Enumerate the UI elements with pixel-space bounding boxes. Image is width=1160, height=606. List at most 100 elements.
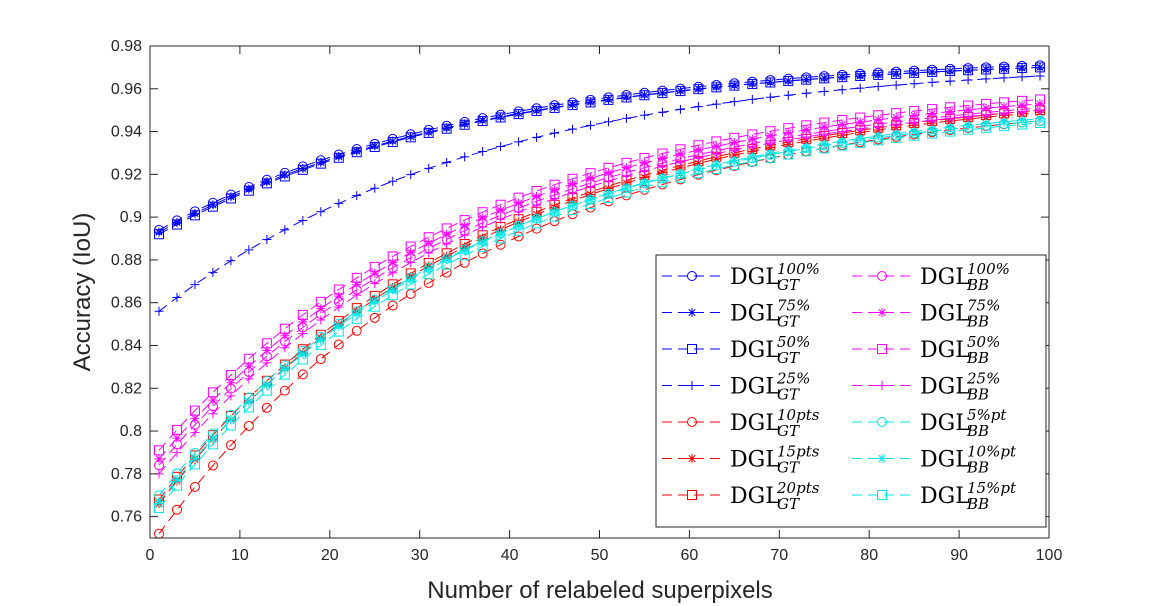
- legend-label: DGL: [920, 448, 970, 473]
- data-point: [693, 153, 703, 163]
- data-point: [711, 154, 721, 164]
- data-point: [603, 168, 613, 178]
- data-point: [207, 201, 218, 212]
- data-point: [459, 257, 470, 268]
- data-point: [153, 445, 164, 456]
- data-point: [891, 80, 901, 90]
- data-point: [657, 177, 668, 188]
- data-point: [783, 123, 794, 134]
- data-point: [333, 152, 344, 163]
- data-point: [190, 280, 200, 290]
- legend-superscript: 100%: [777, 260, 820, 278]
- data-point: [153, 503, 164, 514]
- data-point: [207, 460, 218, 471]
- data-point: [424, 163, 434, 173]
- data-point: [657, 88, 668, 99]
- data-point: [189, 481, 200, 492]
- data-point: [351, 272, 362, 283]
- data-point: [333, 326, 344, 337]
- data-point: [819, 129, 829, 139]
- data-point: [909, 117, 919, 127]
- y-tick-label: 0.88: [111, 252, 142, 269]
- data-point: [388, 258, 398, 268]
- data-point: [711, 164, 722, 175]
- data-point: [513, 192, 524, 203]
- data-point: [316, 304, 326, 314]
- data-point: [244, 184, 254, 194]
- data-point: [423, 127, 434, 138]
- data-point: [586, 120, 596, 130]
- data-point: [244, 397, 254, 407]
- data-point: [460, 245, 470, 255]
- data-point: [675, 144, 686, 155]
- data-point: [531, 223, 542, 234]
- data-point: [298, 164, 308, 174]
- data-point: [442, 157, 452, 167]
- data-point: [567, 173, 578, 184]
- legend-marker: [877, 271, 887, 281]
- data-point: [603, 184, 613, 194]
- data-point: [334, 291, 344, 301]
- data-point: [675, 86, 686, 97]
- data-point: [603, 193, 614, 204]
- data-point: [243, 185, 254, 196]
- data-point: [405, 132, 416, 143]
- data-point: [693, 102, 703, 112]
- data-point: [765, 77, 776, 88]
- data-point: [747, 129, 758, 140]
- data-point: [478, 222, 488, 232]
- data-point: [693, 158, 703, 168]
- data-point: [208, 433, 218, 443]
- legend-subscript: BB: [966, 422, 989, 440]
- data-point: [531, 186, 542, 197]
- data-point: [532, 132, 542, 142]
- data-point: [873, 122, 883, 132]
- data-point: [424, 127, 434, 137]
- data-point: [729, 97, 739, 107]
- data-point: [693, 168, 704, 179]
- data-point: [639, 166, 649, 176]
- data-point: [765, 77, 775, 87]
- data-point: [496, 205, 506, 215]
- data-point: [891, 119, 901, 129]
- data-point: [586, 182, 596, 192]
- data-point: [477, 248, 488, 259]
- legend-subscript: BB: [966, 276, 989, 294]
- data-point: [262, 177, 272, 187]
- data-point: [837, 115, 848, 126]
- data-point: [315, 296, 326, 307]
- data-point: [873, 69, 884, 80]
- data-point: [711, 82, 722, 93]
- data-point: [442, 239, 452, 249]
- data-point: [1035, 94, 1046, 105]
- data-point: [424, 248, 434, 258]
- series-line: [158, 75, 1041, 312]
- data-point: [909, 67, 920, 78]
- data-point: [729, 160, 740, 171]
- data-point: [370, 268, 380, 278]
- data-point: [388, 268, 398, 278]
- legend-subscript: GT: [777, 313, 800, 331]
- data-point: [567, 205, 578, 216]
- legend-marker: [687, 344, 697, 354]
- data-point: [747, 141, 757, 151]
- data-point: [657, 148, 668, 159]
- x-tick-label: 100: [1036, 547, 1063, 564]
- data-point: [495, 199, 506, 210]
- series-line: [158, 103, 1041, 460]
- data-point: [693, 84, 704, 95]
- legend-subscript: BB: [966, 349, 989, 367]
- data-point: [585, 168, 596, 179]
- data-point: [280, 343, 290, 353]
- data-point: [172, 448, 182, 458]
- legend-box: [655, 254, 1047, 528]
- series-line: [158, 120, 1041, 496]
- series-layer: [153, 60, 1046, 539]
- legend-subscript: BB: [966, 495, 989, 513]
- data-point: [621, 187, 632, 198]
- data-point: [297, 164, 308, 175]
- data-point: [262, 358, 272, 368]
- data-point: [226, 192, 236, 202]
